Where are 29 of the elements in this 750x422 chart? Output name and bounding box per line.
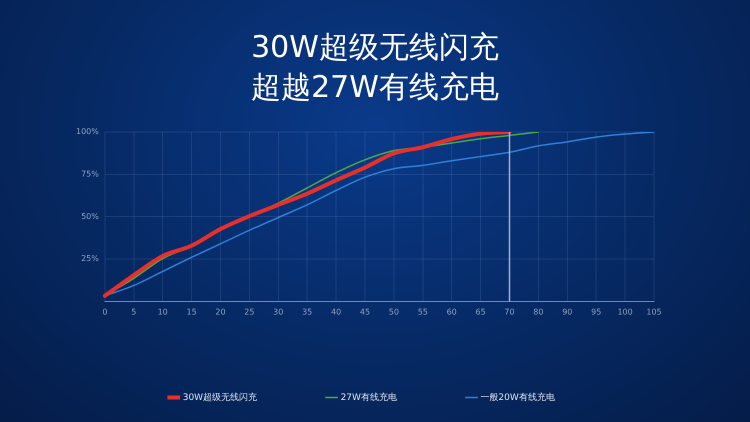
x-tick-label: 20 [215, 307, 226, 316]
y-tick-label: 75% [81, 169, 100, 178]
x-tick-label: 70 [504, 307, 515, 316]
x-tick-label: 90 [562, 307, 572, 316]
x-tick-label: 30 [273, 307, 284, 316]
x-tick-label: 55 [418, 307, 428, 316]
legend-label: 一般20W有线充电 [480, 392, 555, 403]
chart-title: 30W超级无线闪充 [250, 29, 500, 67]
x-tick-label: 105 [646, 307, 662, 316]
x-tick-label: 35 [302, 307, 312, 316]
x-tick-label: 50 [388, 307, 399, 316]
y-tick-label: 50% [81, 212, 100, 221]
x-tick-label: 95 [591, 307, 602, 316]
x-tick-label: 0 [102, 307, 108, 316]
x-tick-label: 100 [617, 307, 633, 316]
x-tick-label: 25 [244, 307, 254, 316]
x-tick-label: 5 [131, 307, 136, 316]
x-tick-label: 15 [186, 307, 197, 316]
x-tick-label: 40 [330, 307, 342, 316]
legend-label: 30W超级无线闪充 [182, 392, 258, 403]
chart-subtitle: 超越27W有线充电 [250, 69, 500, 107]
x-tick-label: 65 [475, 307, 486, 316]
x-tick-label: 60 [446, 307, 457, 316]
y-tick-label: 100% [76, 127, 100, 136]
y-tick-label: 25% [81, 254, 100, 264]
x-tick-label: 10 [158, 307, 168, 316]
legend-label: 27W有线充电 [340, 392, 397, 403]
x-tick-label: 45 [360, 307, 370, 316]
x-tick-label: 80 [533, 307, 544, 316]
